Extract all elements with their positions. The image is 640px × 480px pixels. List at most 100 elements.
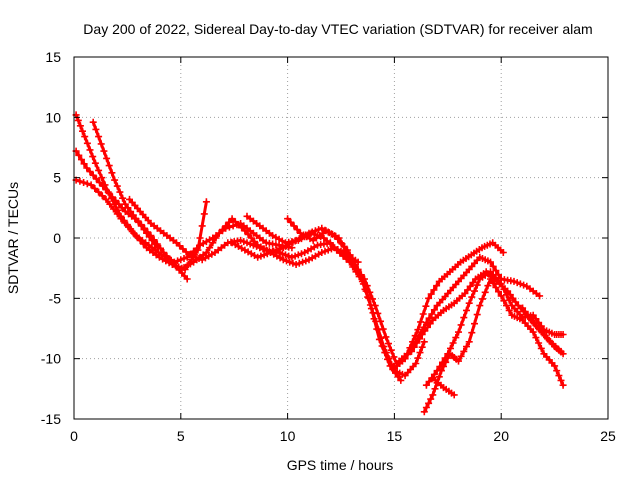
data-point-marker [535, 339, 543, 347]
data-point-marker [469, 279, 477, 287]
data-point-marker [111, 176, 119, 184]
data-point-marker [89, 153, 97, 161]
data-point-marker [559, 350, 567, 358]
data-point-marker [287, 218, 295, 226]
data-point-marker [119, 194, 127, 202]
data-point-marker [497, 292, 505, 300]
data-point-marker [385, 355, 393, 363]
data-point-marker [270, 247, 278, 255]
data-point-marker [489, 279, 497, 287]
y-tick-label: 10 [45, 109, 61, 125]
data-point-marker [97, 140, 105, 148]
data-point-marker [527, 315, 535, 323]
data-point-marker [251, 238, 258, 246]
data-point-marker [426, 320, 434, 328]
data-point-marker [431, 385, 439, 393]
data-point-marker [536, 292, 544, 300]
y-tick-label: 5 [53, 170, 61, 186]
data-point-marker [225, 218, 233, 226]
data-point-marker [145, 233, 153, 241]
data-point-marker [282, 251, 289, 259]
data-point-marker [294, 251, 302, 259]
x-tick-label: 20 [493, 428, 509, 444]
data-point-marker [377, 334, 385, 342]
x-tick-label: 10 [280, 428, 296, 444]
data-point-marker [416, 349, 424, 357]
data-point-marker [180, 255, 188, 262]
data-point-marker [503, 291, 510, 299]
data-point-marker [143, 229, 151, 237]
data-point-marker [95, 188, 103, 196]
data-point-marker [79, 127, 86, 135]
data-point-marker [537, 344, 545, 352]
data-point-marker [465, 299, 473, 307]
data-point-marker [492, 267, 500, 275]
data-point-marker [113, 182, 121, 190]
data-point-marker [95, 133, 103, 141]
grid-lines [74, 57, 608, 419]
data-point-marker [83, 180, 91, 188]
data-point-marker [521, 308, 529, 316]
data-point-marker [112, 197, 120, 205]
data-point-marker [83, 139, 91, 147]
data-point-marker [385, 340, 392, 348]
data-point-marker [102, 186, 110, 194]
data-point-marker [497, 280, 505, 288]
data-point-marker [286, 258, 294, 266]
data-point-marker [499, 249, 507, 256]
data-point-marker [422, 404, 430, 411]
data-point-marker [380, 343, 388, 351]
data-point-marker [106, 200, 114, 208]
data-point-marker [76, 122, 84, 130]
data-point-marker [404, 350, 412, 358]
data-point-marker [466, 282, 474, 290]
data-point-marker [121, 200, 129, 208]
data-point-marker [83, 164, 91, 172]
data-point-marker [449, 339, 457, 347]
data-point-marker [86, 146, 94, 154]
data-point-marker [387, 346, 395, 354]
data-point-marker [410, 343, 418, 351]
data-point-marker [244, 230, 252, 238]
data-point-marker [137, 222, 145, 230]
data-point-marker [135, 218, 143, 226]
data-point-marker [503, 302, 510, 310]
data-point-marker [460, 314, 468, 322]
data-point-marker [113, 210, 121, 218]
data-point-marker [202, 249, 210, 256]
data-point-marker [461, 290, 469, 297]
data-point-marker [89, 171, 97, 179]
data-point-marker [278, 250, 286, 258]
data-point-marker [291, 252, 299, 260]
series-group [519, 304, 567, 358]
data-point-marker [243, 239, 251, 247]
data-point-marker [318, 249, 326, 256]
data-point-marker [125, 223, 132, 231]
data-point-marker [529, 328, 537, 336]
data-point-marker [484, 282, 492, 290]
data-point-marker [437, 367, 445, 375]
data-point-marker [513, 279, 521, 287]
data-point-marker [524, 311, 532, 319]
data-point-marker [254, 253, 262, 261]
data-point-marker [397, 376, 405, 384]
data-point-marker [108, 193, 116, 201]
data-point-marker [95, 166, 103, 174]
data-point-marker [321, 247, 329, 255]
y-tick-label: -5 [49, 290, 62, 306]
data-point-marker [371, 302, 379, 310]
data-point-marker [170, 258, 178, 266]
data-point-marker [177, 256, 185, 264]
data-point-marker [460, 347, 468, 355]
data-point-marker [425, 399, 433, 407]
data-point-marker [246, 240, 254, 248]
data-point-marker [553, 367, 561, 375]
data-point-marker [412, 360, 420, 367]
data-point-marker [487, 275, 494, 283]
data-point-marker [105, 162, 113, 170]
data-point-marker [390, 353, 398, 361]
data-point-marker [75, 151, 83, 159]
data-point-marker [516, 280, 524, 288]
y-tick-labels: -15 -10 -5 0 5 10 15 [41, 49, 61, 427]
data-point-marker [471, 287, 478, 295]
